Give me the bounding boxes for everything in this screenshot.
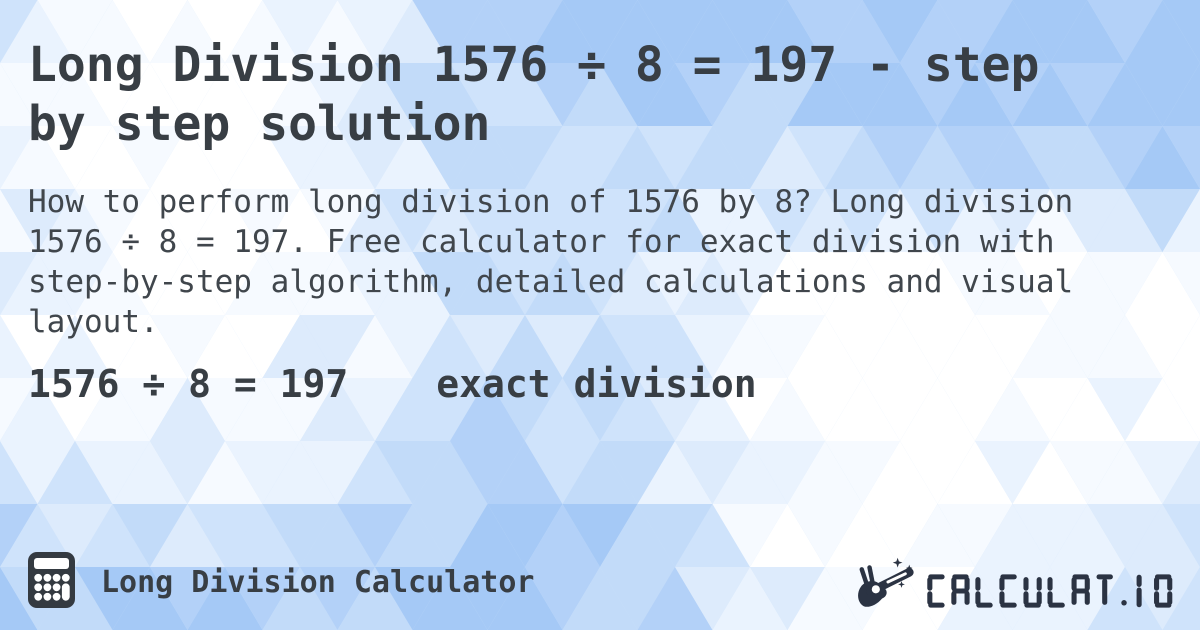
result-equation: 1576 ÷ 8 = 197 — [28, 362, 349, 406]
main-content: Long Division 1576 ÷ 8 = 197 - step by s… — [28, 36, 1113, 408]
result-line: 1576 ÷ 8 = 197 exact division — [28, 360, 1113, 408]
site-logo — [855, 556, 1174, 608]
app-brand: Long Division Calculator — [28, 552, 534, 612]
footer: Long Division Calculator — [28, 552, 1174, 612]
page-description: How to perform long division of 1576 by … — [28, 184, 1074, 340]
result-label: exact division — [436, 362, 757, 406]
calculatio-logo-text — [927, 574, 1174, 608]
page-title: Long Division 1576 ÷ 8 = 197 - step by s… — [28, 37, 1040, 152]
magic-wand-hand-icon — [855, 556, 917, 608]
app-name: Long Division Calculator — [101, 564, 535, 600]
calculator-icon — [28, 552, 75, 612]
